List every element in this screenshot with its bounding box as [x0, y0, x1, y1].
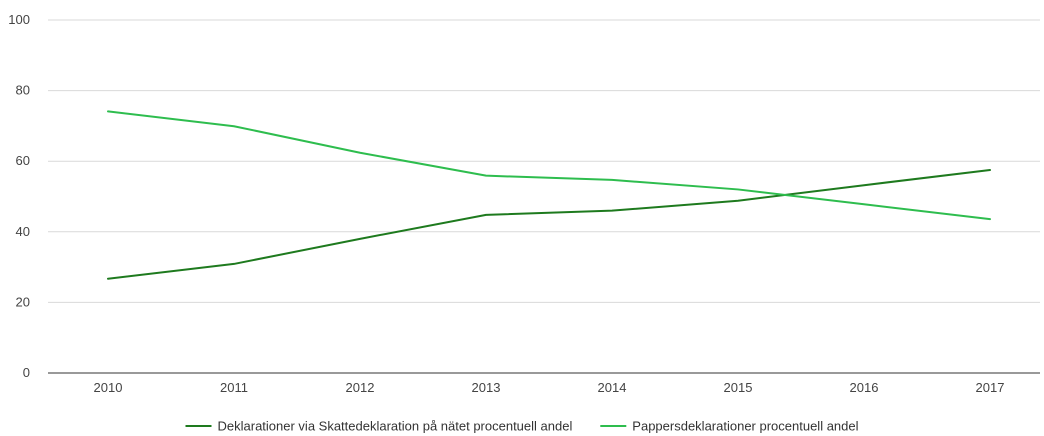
- y-tick-label: 40: [16, 224, 30, 239]
- y-tick-label: 0: [23, 365, 30, 380]
- series-lines: [107, 110, 991, 280]
- x-tick-label: 2015: [724, 380, 753, 395]
- y-tick-label: 100: [8, 12, 30, 27]
- x-tick-label: 2011: [220, 380, 248, 395]
- legend-item-1[interactable]: Deklarationer via Skattedeklaration på n…: [185, 419, 573, 434]
- x-tick-label: 2014: [598, 380, 627, 395]
- series-line-1: [107, 169, 991, 280]
- y-tick-label: 60: [16, 153, 30, 168]
- legend: Deklarationer via Skattedeklaration på n…: [185, 419, 859, 434]
- x-tick-label: 2013: [472, 380, 501, 395]
- y-tick-label: 80: [16, 83, 30, 98]
- y-tick-label: 20: [16, 294, 30, 309]
- legend-label: Deklarationer via Skattedeklaration på n…: [218, 419, 573, 434]
- x-tick-label: 2010: [94, 380, 123, 395]
- grid: [48, 19, 1040, 374]
- y-axis-tick-labels: 0 20 40 60 80 100: [8, 12, 30, 380]
- x-tick-label: 2016: [850, 380, 879, 395]
- x-tick-label: 2012: [346, 380, 375, 395]
- legend-label: Pappersdeklarationer procentuell andel: [632, 419, 858, 434]
- x-tick-label: 2017: [976, 380, 1005, 395]
- series-line-2: [107, 110, 991, 221]
- x-axis-tick-labels: 2010 2011 2012 2013 2014 2015 2016 2017: [94, 380, 1005, 395]
- legend-item-2[interactable]: Pappersdeklarationer procentuell andel: [600, 419, 859, 434]
